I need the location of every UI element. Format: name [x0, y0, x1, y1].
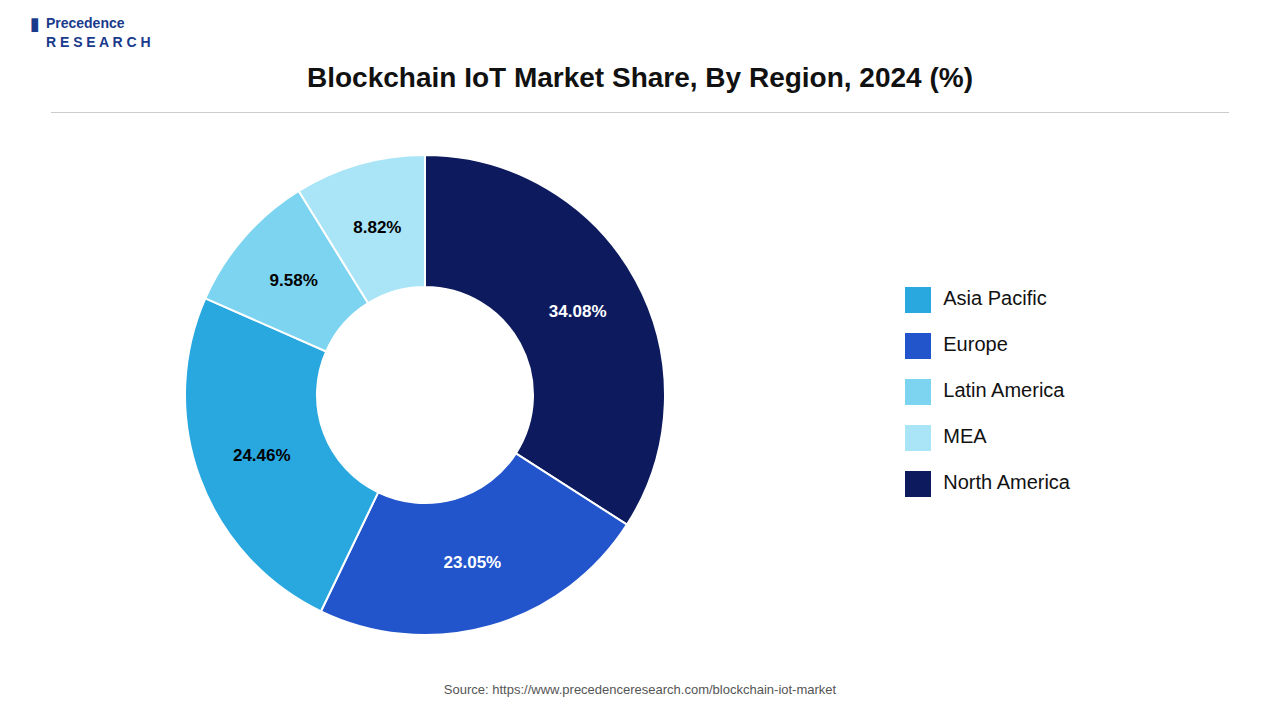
svg-text:23.05%: 23.05%	[444, 553, 502, 572]
html-text:Asia Pacific: Asia Pacific	[943, 287, 1047, 309]
svg-text:8.82%: 8.82%	[353, 218, 401, 237]
html-text:Europe: Europe	[943, 333, 1008, 355]
html-text:R E S E A R C H: R E S E A R C H	[45, 34, 151, 50]
html-text:Latin America: Latin America	[943, 379, 1065, 401]
html-text:North America: North America	[943, 471, 1070, 493]
html-text:▮ Precedence: ▮ Precedence	[30, 14, 125, 34]
svg-text:34.08%: 34.08%	[549, 302, 607, 321]
html-text:Source: https://www.precedence: Source: https://www.precedenceresearch.c…	[443, 682, 837, 697]
svg-text:9.58%: 9.58%	[270, 271, 318, 290]
svg-text:24.46%: 24.46%	[233, 446, 291, 465]
html-text:MEA: MEA	[943, 425, 987, 447]
html-text:Blockchain IoT Market Share, B: Blockchain IoT Market Share, By Region, …	[307, 62, 973, 93]
